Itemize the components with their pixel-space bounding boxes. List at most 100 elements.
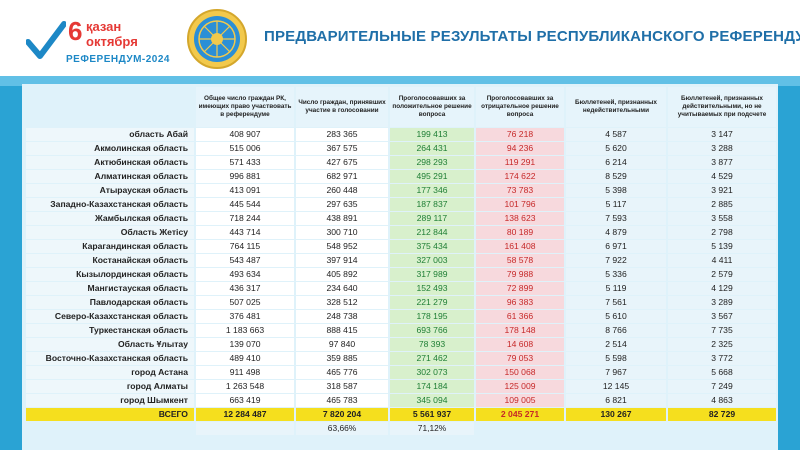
no-votes-cell: 96 383 bbox=[476, 296, 564, 309]
pct-blank bbox=[476, 422, 564, 435]
table-row: город Шымкент 663 419 465 783 345 094 109 00… bbox=[26, 394, 776, 407]
total-yes-votes-cell: 5 561 937 bbox=[390, 408, 474, 421]
invalid-ballots-cell: 6 821 bbox=[566, 394, 666, 407]
excluded-ballots-cell: 3 921 bbox=[668, 184, 776, 197]
yes-percentage: 71,12% bbox=[390, 422, 474, 435]
table-row: Кызылординская область 493 634 405 892 317 … bbox=[26, 268, 776, 281]
participated-cell: 397 914 bbox=[296, 254, 388, 267]
no-votes-cell: 14 608 bbox=[476, 338, 564, 351]
table-row: город Астана 911 498 465 776 302 073 150 068… bbox=[26, 366, 776, 379]
region-cell: Павлодарская область bbox=[26, 296, 194, 309]
table-row: Мангистауская область 436 317 234 640 152 4… bbox=[26, 282, 776, 295]
no-votes-cell: 76 218 bbox=[476, 128, 564, 141]
no-votes-cell: 174 622 bbox=[476, 170, 564, 183]
table-row: город Алматы 1 263 548 318 587 174 184 125 0… bbox=[26, 380, 776, 393]
no-votes-cell: 80 189 bbox=[476, 226, 564, 239]
table-row: Северо-Казахстанская область 376 481 248 7… bbox=[26, 310, 776, 323]
no-votes-cell: 58 578 bbox=[476, 254, 564, 267]
region-cell: Туркестанская область bbox=[26, 324, 194, 337]
header-blank bbox=[26, 87, 194, 127]
eligible-cell: 718 244 bbox=[196, 212, 294, 225]
invalid-ballots-cell: 2 514 bbox=[566, 338, 666, 351]
invalid-ballots-cell: 6 214 bbox=[566, 156, 666, 169]
eligible-cell: 663 419 bbox=[196, 394, 294, 407]
invalid-ballots-cell: 7 967 bbox=[566, 366, 666, 379]
region-cell: Кызылординская область bbox=[26, 268, 194, 281]
no-votes-cell: 138 623 bbox=[476, 212, 564, 225]
table-header-row: Общее число граждан РК, имеющих право уч… bbox=[26, 87, 776, 127]
yes-votes-cell: 187 837 bbox=[390, 198, 474, 211]
participated-cell: 300 710 bbox=[296, 226, 388, 239]
yes-votes-cell: 212 844 bbox=[390, 226, 474, 239]
yes-votes-cell: 264 431 bbox=[390, 142, 474, 155]
region-cell: Акмолинская область bbox=[26, 142, 194, 155]
eligible-cell: 911 498 bbox=[196, 366, 294, 379]
excluded-ballots-cell: 2 579 bbox=[668, 268, 776, 281]
invalid-ballots-cell: 7 593 bbox=[566, 212, 666, 225]
excluded-ballots-cell: 7 735 bbox=[668, 324, 776, 337]
header-divider bbox=[0, 76, 800, 86]
excluded-ballots-cell: 3 558 bbox=[668, 212, 776, 225]
participated-cell: 97 840 bbox=[296, 338, 388, 351]
logo-month-ru: октября bbox=[86, 34, 138, 49]
invalid-ballots-cell: 5 336 bbox=[566, 268, 666, 281]
yes-votes-cell: 298 293 bbox=[390, 156, 474, 169]
participated-cell: 405 892 bbox=[296, 268, 388, 281]
yes-votes-cell: 327 003 bbox=[390, 254, 474, 267]
excluded-ballots-cell: 3 147 bbox=[668, 128, 776, 141]
region-cell: Восточно-Казахстанская область bbox=[26, 352, 194, 365]
logo-subtitle: РЕФЕРЕНДУМ-2024 bbox=[66, 54, 170, 65]
table-row: Костанайская область 543 487 397 914 327 00… bbox=[26, 254, 776, 267]
participated-cell: 367 575 bbox=[296, 142, 388, 155]
table-row: Акмолинская область 515 006 367 575 264 431… bbox=[26, 142, 776, 155]
participated-cell: 465 783 bbox=[296, 394, 388, 407]
region-cell: Жамбылская область bbox=[26, 212, 194, 225]
participated-cell: 248 738 bbox=[296, 310, 388, 323]
eligible-cell: 139 070 bbox=[196, 338, 294, 351]
no-votes-cell: 72 899 bbox=[476, 282, 564, 295]
invalid-ballots-cell: 8 529 bbox=[566, 170, 666, 183]
excluded-ballots-cell: 3 877 bbox=[668, 156, 776, 169]
excluded-ballots-cell: 5 668 bbox=[668, 366, 776, 379]
participated-cell: 427 675 bbox=[296, 156, 388, 169]
invalid-ballots-cell: 5 620 bbox=[566, 142, 666, 155]
no-votes-cell: 73 783 bbox=[476, 184, 564, 197]
excluded-ballots-cell: 2 885 bbox=[668, 198, 776, 211]
participated-cell: 328 512 bbox=[296, 296, 388, 309]
invalid-ballots-cell: 5 598 bbox=[566, 352, 666, 365]
pct-blank bbox=[668, 422, 776, 435]
excluded-ballots-cell: 4 411 bbox=[668, 254, 776, 267]
pct-empty-eligible bbox=[196, 422, 294, 435]
yes-votes-cell: 693 766 bbox=[390, 324, 474, 337]
participated-cell: 682 971 bbox=[296, 170, 388, 183]
region-cell: Карагандинская область bbox=[26, 240, 194, 253]
pct-blank bbox=[26, 422, 194, 435]
eligible-cell: 445 544 bbox=[196, 198, 294, 211]
invalid-ballots-cell: 5 117 bbox=[566, 198, 666, 211]
table-row: Алматинская область 996 881 682 971 495 291… bbox=[26, 170, 776, 183]
yes-votes-cell: 152 493 bbox=[390, 282, 474, 295]
participated-cell: 359 885 bbox=[296, 352, 388, 365]
eligible-cell: 493 634 bbox=[196, 268, 294, 281]
eligible-cell: 1 263 548 bbox=[196, 380, 294, 393]
excluded-ballots-cell: 5 139 bbox=[668, 240, 776, 253]
excluded-ballots-cell: 7 249 bbox=[668, 380, 776, 393]
participated-cell: 318 587 bbox=[296, 380, 388, 393]
region-cell: Алматинская область bbox=[26, 170, 194, 183]
yes-votes-cell: 289 117 bbox=[390, 212, 474, 225]
excluded-ballots-cell: 4 863 bbox=[668, 394, 776, 407]
region-cell: Область Жетісу bbox=[26, 226, 194, 239]
excluded-ballots-cell: 4 529 bbox=[668, 170, 776, 183]
total-row: ВСЕГО 12 284 487 7 820 204 5 561 937 2 045 2… bbox=[26, 408, 776, 421]
table-row: Актюбинская область 571 433 427 675 298 293… bbox=[26, 156, 776, 169]
excluded-ballots-cell: 3 289 bbox=[668, 296, 776, 309]
results-table: Общее число граждан РК, имеющих право уч… bbox=[24, 86, 778, 436]
eligible-cell: 489 410 bbox=[196, 352, 294, 365]
total-no-votes-cell: 2 045 271 bbox=[476, 408, 564, 421]
region-cell: Область Ұлытау bbox=[26, 338, 194, 351]
eligible-cell: 515 006 bbox=[196, 142, 294, 155]
eligible-cell: 507 025 bbox=[196, 296, 294, 309]
invalid-ballots-cell: 8 766 bbox=[566, 324, 666, 337]
yes-votes-cell: 302 073 bbox=[390, 366, 474, 379]
eligible-cell: 764 115 bbox=[196, 240, 294, 253]
